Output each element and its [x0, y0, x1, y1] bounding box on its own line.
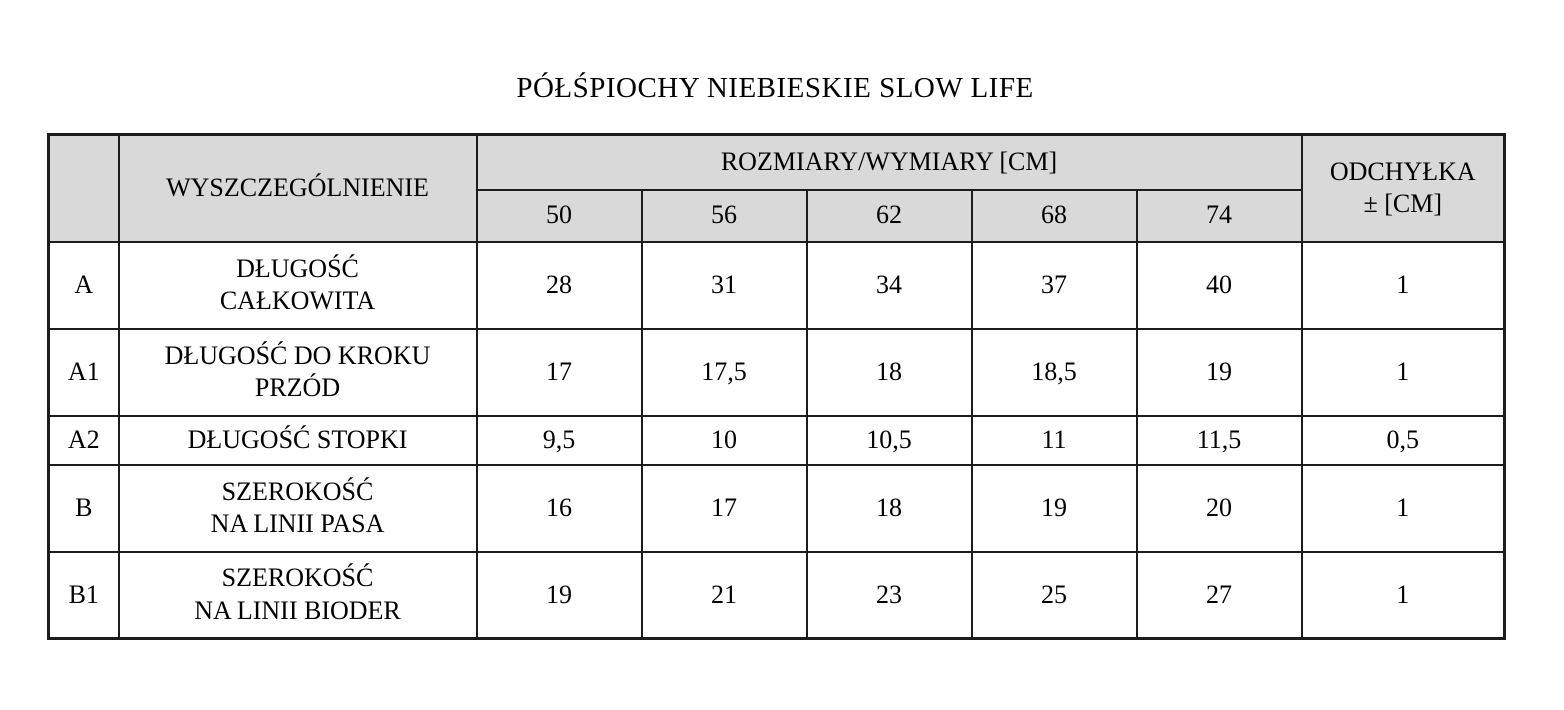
corner-cell: [47, 133, 120, 243]
table-row: B SZEROKOŚĆ NA LINII PASA 16 17 18 19 20…: [47, 463, 1506, 553]
cell-value: 10: [640, 414, 808, 466]
cell-value: 37: [970, 240, 1138, 330]
cell-value: 9,5: [475, 414, 643, 466]
cell-value: 28: [475, 240, 643, 330]
cell-value: 18: [805, 327, 973, 417]
cell-value: 31: [640, 240, 808, 330]
cell-value: 27: [1135, 550, 1303, 640]
size-header-cell: 74: [1135, 188, 1303, 243]
cell-value: 17: [640, 463, 808, 553]
cell-deviation: 1: [1300, 240, 1506, 330]
table-row: A2 DŁUGOŚĆ STOPKI 9,5 10 10,5 11 11,5 0,…: [47, 414, 1506, 466]
cell-value: 18,5: [970, 327, 1138, 417]
row-code: A: [47, 240, 120, 330]
cell-value: 11: [970, 414, 1138, 466]
row-spec: DŁUGOŚĆ DO KROKU PRZÓD: [117, 327, 478, 417]
size-header-cell: 62: [805, 188, 973, 243]
cell-value: 40: [1135, 240, 1303, 330]
cell-deviation: 1: [1300, 463, 1506, 553]
sizes-header-cell: ROZMIARY/WYMIARY [CM]: [475, 133, 1303, 191]
cell-deviation: 1: [1300, 550, 1506, 640]
row-spec-line: PRZÓD: [254, 373, 341, 402]
row-spec: SZEROKOŚĆ NA LINII BIODER: [117, 550, 478, 640]
cell-value: 18: [805, 463, 973, 553]
row-spec-line: NA LINII BIODER: [194, 595, 401, 625]
header-row-top: WYSZCZEGÓLNIENIE ROZMIARY/WYMIARY [CM] O…: [47, 133, 1506, 243]
cell-deviation: 0,5: [1300, 414, 1506, 466]
row-spec-line: DŁUGOŚĆ DO KROKU: [164, 340, 431, 370]
page-title: PÓŁŚPIOCHY NIEBIESKIE SLOW LIFE: [516, 72, 1034, 104]
row-spec-line: DŁUGOŚĆ STOPKI: [187, 424, 408, 454]
cell-value: 23: [805, 550, 973, 640]
header-row-sizes: 50 56 62 68 74: [49, 188, 1505, 243]
cell-value: 19: [475, 550, 643, 640]
row-spec: DŁUGOŚĆ STOPKI: [117, 414, 478, 466]
cell-value: 16: [475, 463, 643, 553]
table-row: A1 DŁUGOŚĆ DO KROKU PRZÓD 17 17,5 18 18,…: [47, 327, 1506, 417]
size-header-cell: 50: [475, 188, 643, 243]
size-chart-table: WYSZCZEGÓLNIENIE ROZMIARY/WYMIARY [CM] O…: [47, 133, 1507, 640]
row-spec: SZEROKOŚĆ NA LINII PASA: [117, 463, 478, 553]
row-spec: DŁUGOŚĆ CAŁKOWITA: [117, 240, 478, 330]
row-code: B: [47, 463, 120, 553]
table-row: A DŁUGOŚĆ CAŁKOWITA 28 31 34 37 40 1: [47, 240, 1506, 330]
cell-value: 10,5: [805, 414, 973, 466]
cell-value: 11,5: [1135, 414, 1303, 466]
spec-header-cell: WYSZCZEGÓLNIENIE: [117, 133, 478, 243]
cell-value: 19: [970, 463, 1138, 553]
deviation-header-line1: ODCHYŁKA: [1329, 156, 1476, 186]
row-spec-line: SZEROKOŚĆ: [221, 476, 374, 506]
cell-value: 20: [1135, 463, 1303, 553]
deviation-header-cell: ODCHYŁKA ± [CM]: [1300, 133, 1506, 243]
deviation-header-line2: ± [CM]: [1363, 189, 1443, 219]
cell-value: 19: [1135, 327, 1303, 417]
row-spec-line: SZEROKOŚĆ: [221, 563, 374, 593]
cell-value: 17: [475, 327, 643, 417]
table-row: B1 SZEROKOŚĆ NA LINII BIODER 19 21 23 25…: [47, 550, 1506, 640]
row-code: B1: [47, 550, 120, 640]
cell-value: 21: [640, 550, 808, 640]
cell-value: 25: [970, 550, 1138, 640]
size-header-cell: 56: [640, 188, 808, 243]
row-code: A1: [47, 327, 120, 417]
row-spec-line: CAŁKOWITA: [219, 286, 376, 315]
row-spec-line: NA LINII PASA: [210, 509, 385, 538]
cell-value: 17,5: [640, 327, 808, 417]
cell-value: 34: [805, 240, 973, 330]
size-header-cell: 68: [970, 188, 1138, 243]
cell-deviation: 1: [1300, 327, 1506, 417]
row-code: A2: [47, 414, 120, 466]
row-spec-line: DŁUGOŚĆ: [236, 253, 359, 283]
